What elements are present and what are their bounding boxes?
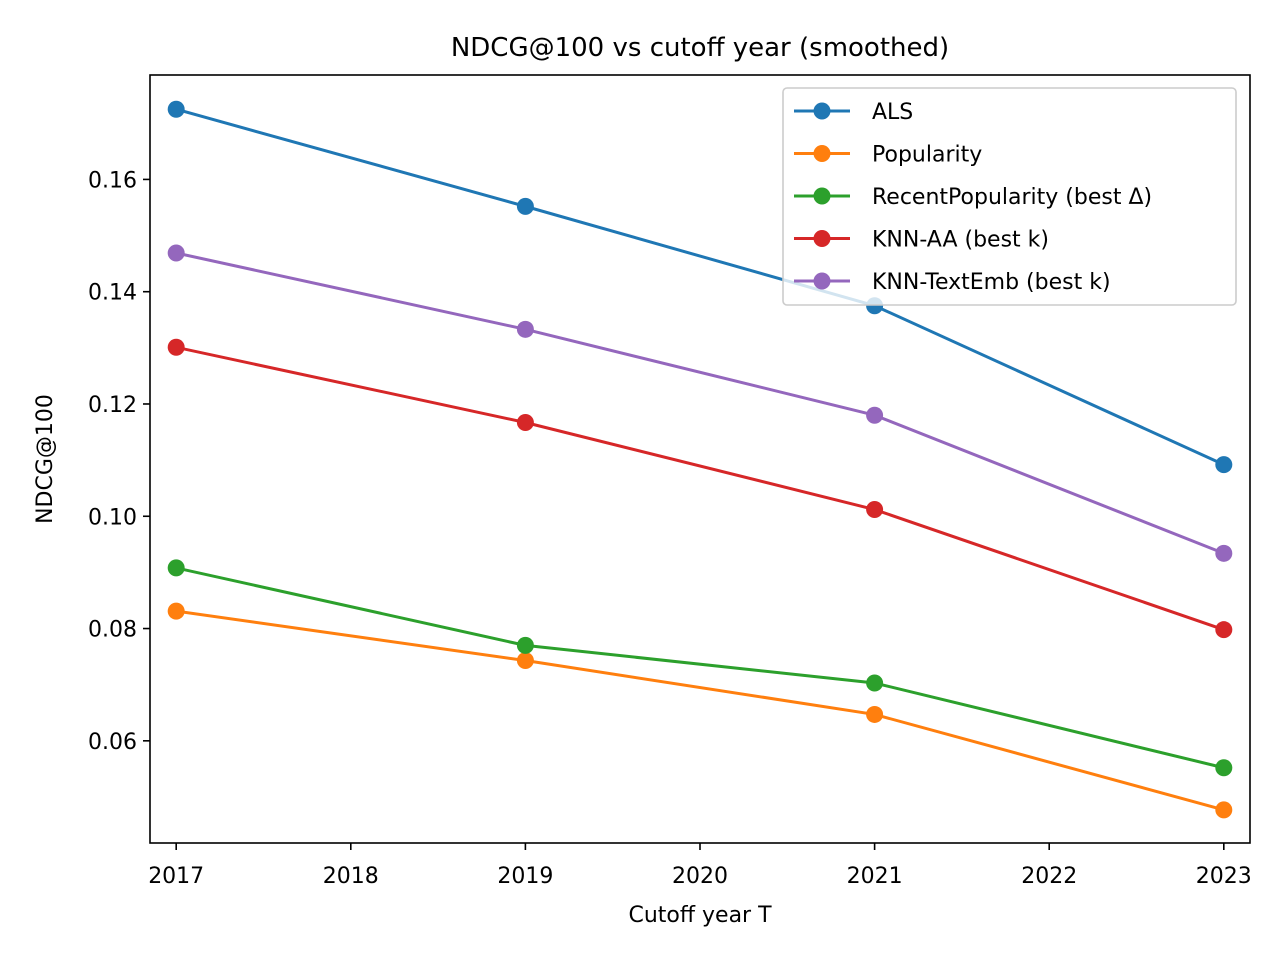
x-tick-label: 2020	[672, 864, 728, 889]
data-point-knn-aa-best-k	[866, 501, 884, 519]
legend-label: KNN-AA (best k)	[872, 228, 1049, 253]
legend-swatch-marker	[813, 272, 831, 290]
data-point-knn-textemb-best-k	[866, 406, 884, 424]
legend-items: ALS Popularity RecentPopularity (best Δ) KN…	[794, 100, 1152, 295]
legend-box	[782, 87, 1237, 306]
legend-item-popularity: Popularity	[794, 143, 982, 168]
x-axis-ticks: 2017 2018 2019 2020 2021 2022 2023	[148, 843, 1252, 889]
data-point-knn-textemb-best-k	[167, 244, 185, 262]
legend-label: KNN-TextEmb (best k)	[872, 270, 1111, 295]
legend: ALS Popularity RecentPopularity (best Δ) KN…	[782, 87, 1237, 306]
legend-swatch-marker	[813, 145, 831, 162]
x-tick-label: 2022	[1021, 864, 1077, 889]
data-point-knn-aa-best-k	[1215, 621, 1233, 639]
plot-area	[149, 74, 1251, 844]
y-tick-label: 0.16	[88, 168, 137, 193]
series-als	[167, 100, 1233, 474]
series-line-als	[174, 107, 1226, 467]
series-line-knn-aa-best-k	[174, 345, 1226, 632]
data-point-recentpopularity-best	[866, 674, 884, 692]
x-tick-label: 2018	[323, 864, 379, 889]
legend-item-knn-aa-best-k: KNN-AA (best k)	[794, 228, 1049, 253]
x-tick-label: 2021	[847, 864, 903, 889]
data-point-recentpopularity-best	[1215, 759, 1233, 777]
y-tick-label: 0.08	[88, 618, 137, 643]
series-popularity	[167, 602, 1233, 819]
series-knn-aa-best-k	[167, 338, 1233, 639]
data-point-knn-textemb-best-k	[1215, 544, 1233, 562]
legend-label: RecentPopularity (best Δ)	[872, 185, 1152, 210]
legend-item-als: ALS	[794, 100, 913, 125]
legend-item-recentpopularity-best: RecentPopularity (best Δ)	[794, 185, 1152, 210]
series-line-recentpopularity-best	[174, 566, 1226, 770]
data-point-recentpopularity-best	[516, 636, 534, 654]
x-axis-label: Cutoff year T	[628, 903, 772, 928]
legend-swatch-marker	[813, 187, 831, 205]
chart-title: NDCG@100 vs cutoff year (smoothed)	[451, 33, 949, 63]
y-axis-label: NDCG@100	[33, 394, 58, 524]
x-tick-label: 2023	[1196, 864, 1252, 889]
y-tick-label: 0.10	[88, 505, 137, 530]
data-point-als	[516, 197, 534, 215]
data-point-knn-aa-best-k	[167, 338, 185, 356]
x-tick-label: 2019	[497, 864, 553, 889]
series-knn-textemb-best-k	[167, 244, 1233, 562]
series-layer	[167, 100, 1233, 819]
data-point-popularity	[167, 602, 185, 620]
legend-label: ALS	[872, 100, 913, 125]
legend-swatch-marker	[813, 102, 831, 120]
series-line-knn-textemb-best-k	[174, 251, 1226, 556]
y-axis-ticks: 0.06 0.08 0.10 0.12 0.14 0.16	[88, 168, 150, 755]
series-line-popularity	[174, 609, 1226, 812]
data-point-popularity	[1215, 801, 1233, 819]
y-tick-label: 0.14	[88, 281, 137, 306]
data-point-als	[167, 100, 185, 118]
data-point-popularity	[516, 652, 534, 670]
y-tick-label: 0.12	[88, 393, 137, 418]
data-point-recentpopularity-best	[167, 559, 185, 577]
y-tick-label: 0.06	[88, 730, 137, 755]
legend-item-knn-textemb-best-k: KNN-TextEmb (best k)	[794, 270, 1111, 295]
data-point-popularity	[866, 705, 884, 723]
data-point-als	[1215, 456, 1233, 474]
data-point-knn-aa-best-k	[516, 414, 534, 432]
data-point-knn-textemb-best-k	[516, 320, 534, 338]
legend-label: Popularity	[872, 143, 982, 168]
series-recentpopularity-best	[167, 559, 1233, 777]
legend-swatch-marker	[813, 230, 831, 247]
x-tick-label: 2017	[148, 864, 204, 889]
